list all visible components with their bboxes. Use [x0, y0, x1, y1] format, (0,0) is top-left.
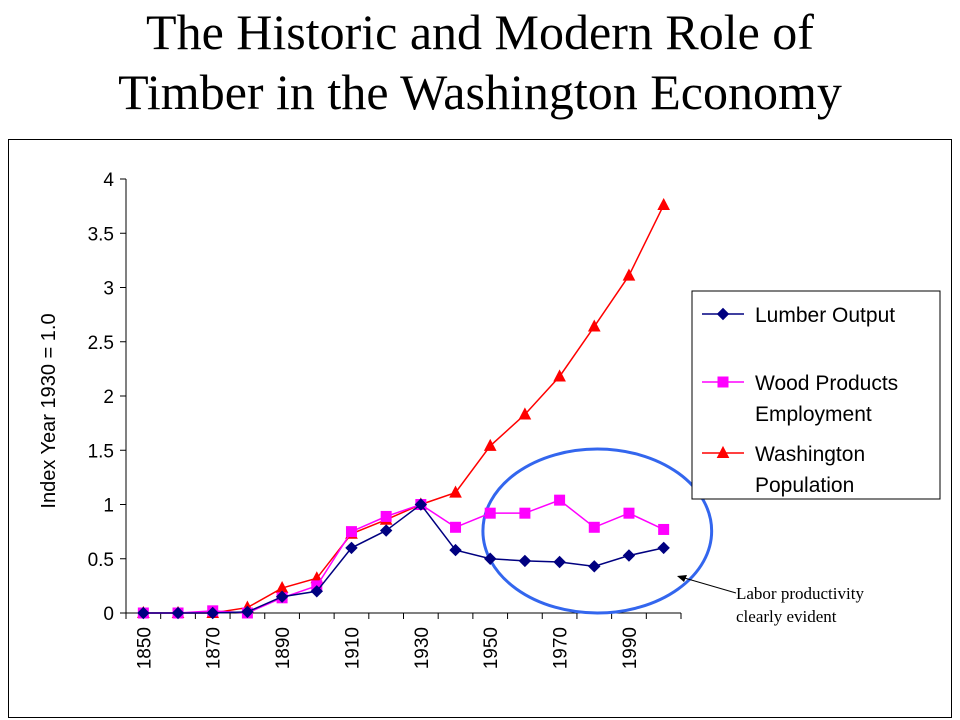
y-tick-label: 3	[103, 279, 114, 300]
y-tick-label: 0	[103, 604, 114, 625]
washington-population-point	[622, 268, 636, 281]
legend: Lumber Output Wood Products Employment Wash…	[691, 290, 941, 500]
washington-population-point	[587, 319, 601, 332]
y-tick-label: 1	[103, 496, 114, 517]
y-axis-title: Index Year 1930 = 1.0	[38, 313, 60, 508]
wood-products-employment-point	[484, 507, 496, 519]
lumber-output-point	[449, 543, 462, 557]
y-tick-label: 1.5	[88, 441, 114, 462]
washington-population-point	[657, 197, 670, 211]
y-tick-label: 2	[103, 387, 114, 408]
wood-products-employment-point	[380, 510, 392, 522]
washington-population-point	[518, 407, 532, 420]
slide-title: The Historic and Modern Role of Timber i…	[0, 2, 960, 122]
lumber-output-point	[553, 555, 566, 569]
lumber-output-line	[143, 503, 664, 614]
washington-population-point	[483, 438, 497, 451]
legend-label-wood-products-employment: Employment	[755, 403, 872, 426]
chart-frame: 0 0.5 1 1.5 2 2.5 3 3.5 4 1850 1870 1890 1910 1930 195…	[8, 139, 952, 718]
highlight-layer	[481, 447, 737, 615]
x-tick-label: 1970	[551, 627, 572, 669]
wood-products-employment-point	[554, 494, 566, 506]
wood-products-employment-point	[588, 521, 600, 533]
lumber-output-point	[622, 549, 636, 562]
series-layer	[137, 197, 670, 620]
lumber-output-point	[310, 585, 323, 598]
legend-label-lumber-output: Lumber Output	[755, 304, 895, 327]
annotation-arrowhead	[677, 575, 687, 582]
lumber-output-point	[206, 606, 219, 620]
wood-products-employment-point	[519, 507, 531, 519]
legend-label-washington-population: Washington	[755, 443, 865, 466]
wood-products-employment-point	[345, 526, 357, 538]
x-tick-label: 1990	[620, 627, 641, 669]
annotation-note: Labor productivity clearly evident	[736, 582, 936, 628]
lumber-output-point	[518, 554, 532, 568]
legend-marker-wood-products-employment	[717, 376, 729, 388]
lumber-output-point	[241, 605, 254, 619]
annotation-line-1: Labor productivity	[736, 584, 864, 603]
legend-label-wood-products-employment: Wood Products	[755, 372, 898, 395]
y-tick-label: 3.5	[88, 224, 114, 245]
annotation-arrow-line	[680, 576, 737, 594]
line-chart: 0 0.5 1 1.5 2 2.5 3 3.5 4 1850 1870 1890 1910 1930 195…	[38, 170, 941, 669]
title-line-1: The Historic and Modern Role of	[146, 4, 814, 60]
washington-population-point	[553, 369, 566, 382]
legend-box	[691, 290, 941, 500]
washington-population-point	[449, 485, 462, 498]
wood-products-employment-point	[658, 523, 670, 535]
x-tick-label: 1890	[273, 627, 294, 669]
washington-population-line	[143, 204, 665, 614]
lumber-output-point	[484, 552, 497, 565]
annotation-line-2: clearly evident	[736, 607, 837, 626]
legend-marker-washington-population	[716, 445, 730, 458]
chart-axes: 0 0.5 1 1.5 2 2.5 3 3.5 4 1850 1870 1890 1910 1930 195…	[38, 170, 682, 669]
title-line-2: Timber in the Washington Economy	[118, 64, 842, 120]
x-tick-label: 1930	[412, 627, 433, 669]
wood-products-employment-point	[450, 521, 462, 533]
lumber-output-point	[171, 606, 185, 620]
y-tick-label: 4	[103, 170, 114, 191]
lumber-output-point	[345, 541, 358, 555]
highlight-ellipse	[481, 447, 714, 615]
lumber-output-point	[137, 606, 150, 620]
x-tick-label: 1850	[134, 627, 155, 669]
legend-marker-lumber-output	[716, 307, 730, 321]
y-tick-label: 0.5	[88, 550, 114, 571]
lumber-output-point	[657, 541, 670, 555]
y-tick-label: 2.5	[88, 333, 114, 354]
lumber-output-point	[275, 590, 289, 603]
lumber-output-point	[588, 560, 601, 573]
legend-label-washington-population: Population	[755, 474, 854, 497]
x-tick-label: 1910	[342, 627, 363, 669]
x-tick-label: 1870	[204, 627, 225, 669]
wood-products-employment-point	[623, 507, 635, 519]
x-tick-label: 1950	[481, 627, 502, 669]
lumber-output-point	[414, 498, 428, 511]
lumber-output-point	[379, 524, 393, 537]
